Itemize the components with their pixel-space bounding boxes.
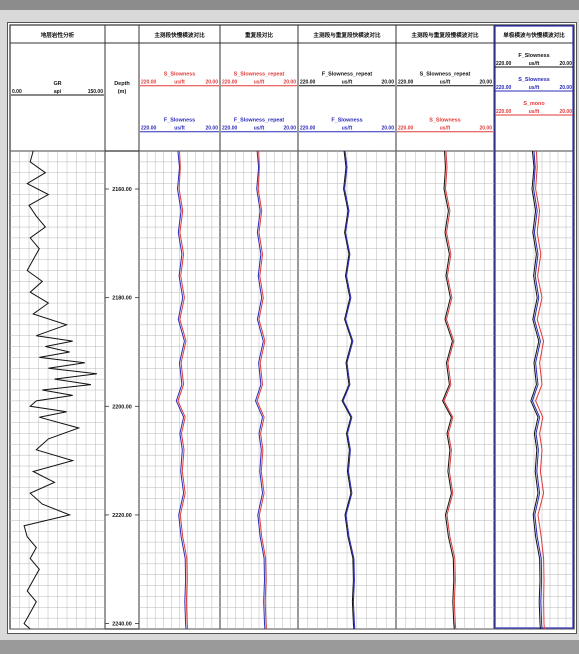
grid — [10, 150, 574, 630]
curve-header-min: 220.00 — [496, 85, 512, 91]
bottom-frame-bar — [0, 640, 579, 654]
track-title-t3: 主测段与重复段快横波对比 — [313, 31, 381, 39]
highlight-track-border — [494, 25, 574, 629]
curve-header-name: F_Slowness — [518, 53, 549, 59]
curve-header-gr-0: GR api 0.00 150.00 — [11, 81, 104, 96]
curve-header-max: 20.00 — [559, 61, 572, 67]
curve-header-max: 20.00 — [559, 85, 572, 91]
curve-header-min: 220.00 — [398, 126, 414, 132]
curve-header-max: 150.00 — [88, 89, 104, 95]
curve-t1-f-slowness — [175, 150, 187, 630]
track-title-t4: 主测段与重复段慢横波对比 — [411, 31, 479, 39]
curve-t5-s-slowness — [531, 150, 543, 630]
curve-header-t5-2: S_mono us/ft 220.00 20.00 — [495, 101, 573, 116]
track-title-t2: 重复段对比 — [245, 31, 273, 39]
curve-header-max: 20.00 — [381, 80, 394, 86]
track-title-t5: 单极横波与快慢横波对比 — [503, 31, 565, 39]
curve-header-unit: us/ft — [440, 80, 451, 86]
curve-header-max: 20.00 — [205, 126, 218, 132]
curve-header-unit: api — [54, 89, 62, 95]
curve-t3-f-slowness-repeat — [341, 150, 355, 630]
curve-header-unit: us/ft — [174, 80, 185, 86]
curve-header-name: F_Slowness — [164, 118, 195, 124]
depth-tick-label: 2200.00 — [112, 404, 132, 410]
curve-header-unit: us/ft — [529, 61, 540, 67]
curve-header-t2-0: S_Slowness_repeat us/ft 220.00 20.00 — [221, 72, 297, 87]
curve-header-unit: us/ft — [254, 80, 265, 86]
curve-header-min: 220.00 — [141, 80, 157, 86]
curve-header-name: S_Slowness — [164, 72, 195, 78]
curve-header-min: 220.00 — [300, 80, 316, 86]
curve-header-unit: us/ft — [440, 126, 451, 132]
depth-axis-unit: (m) — [118, 89, 127, 95]
curve-header-max: 20.00 — [479, 80, 492, 86]
depth-tick-label: 2220.00 — [112, 513, 132, 519]
curve-header-t1-0: S_Slowness us/ft 220.00 20.00 — [140, 72, 219, 87]
well-log-sheet: 地层岩性分析 GR api 0.00 150.00 Depth (m) 主测段快慢横波对比 S_… — [7, 22, 577, 634]
curve-header-unit: us/ft — [174, 126, 185, 132]
depth-tick-label: 2240.00 — [112, 622, 132, 628]
well-log-chart: 地层岩性分析 GR api 0.00 150.00 Depth (m) 主测段快慢横波对比 S_… — [9, 24, 575, 630]
curve-t3-f-slowness — [342, 150, 356, 630]
curve-header-max: 20.00 — [381, 126, 394, 132]
curve-header-t5-1: S_Slowness us/ft 220.00 20.00 — [495, 77, 573, 92]
chart-frame — [9, 24, 575, 630]
top-frame-bar — [0, 0, 579, 10]
curve-header-t3-1: F_Slowness us/ft 220.00 20.00 — [299, 118, 395, 133]
curve-header-name: S_Slowness_repeat — [420, 72, 471, 78]
curve-header-min: 220.00 — [222, 126, 238, 132]
curve-t1-s-slowness — [177, 150, 189, 630]
curve-t5-f-slowness — [530, 150, 541, 630]
curve-header-t4-0: S_Slowness_repeat us/ft 220.00 20.00 — [397, 72, 493, 87]
curve-header-t4-1: S_Slowness us/ft 220.00 20.00 — [397, 118, 493, 133]
curve-gr — [23, 150, 97, 630]
curve-header-name: F_Slowness_repeat — [234, 118, 285, 124]
curve-header-max: 20.00 — [283, 80, 296, 86]
curve-header-name: S_mono — [523, 101, 545, 107]
curve-header-max: 20.00 — [205, 80, 218, 86]
curve-header-name: S_Slowness — [429, 118, 460, 124]
curve-header-name: F_Slowness — [331, 118, 362, 124]
curve-header-min: 220.00 — [496, 61, 512, 67]
curve-header-name: GR — [53, 81, 61, 87]
curve-t2-s-slowness-repeat — [256, 150, 267, 630]
curve-header-max: 20.00 — [559, 109, 572, 115]
curve-header-t3-0: F_Slowness_repeat us/ft 220.00 20.00 — [299, 72, 395, 87]
curve-header-t2-1: F_Slowness_repeat us/ft 220.00 20.00 — [221, 118, 297, 133]
depth-tick-label: 2160.00 — [112, 187, 132, 193]
curve-header-unit: us/ft — [529, 85, 540, 91]
curve-t4-s-slowness — [443, 150, 457, 630]
curve-header-name: F_Slowness_repeat — [322, 72, 373, 78]
curve-t2-f-slowness-repeat — [254, 150, 266, 630]
curve-header-min: 220.00 — [300, 126, 316, 132]
depth-tick-label: 2180.00 — [112, 296, 132, 302]
curve-t5-s-mono — [535, 150, 545, 630]
curve-header-min: 220.00 — [141, 126, 157, 132]
track-title-gr: 地层岩性分析 — [41, 31, 75, 39]
curve-header-min: 0.00 — [12, 89, 22, 95]
curve-header-name: S_Slowness — [518, 77, 549, 83]
depth-axis-label: Depth — [114, 81, 130, 87]
curve-header-unit: us/ft — [254, 126, 265, 132]
curve-header-min: 220.00 — [398, 80, 414, 86]
curve-t4-s-slowness-repeat — [442, 150, 455, 630]
curve-header-unit: us/ft — [342, 126, 353, 132]
curve-header-max: 20.00 — [283, 126, 296, 132]
track-title-t1: 主测段快慢横波对比 — [154, 31, 205, 39]
curve-header-unit: us/ft — [342, 80, 353, 86]
curve-header-t5-0: F_Slowness us/ft 220.00 20.00 — [495, 53, 573, 68]
curve-header-t1-1: F_Slowness us/ft 220.00 20.00 — [140, 118, 219, 133]
curve-header-unit: us/ft — [529, 109, 540, 115]
curve-header-max: 20.00 — [479, 126, 492, 132]
curve-header-min: 220.00 — [496, 109, 512, 115]
curve-header-name: S_Slowness_repeat — [234, 72, 285, 78]
curve-header-min: 220.00 — [222, 80, 238, 86]
